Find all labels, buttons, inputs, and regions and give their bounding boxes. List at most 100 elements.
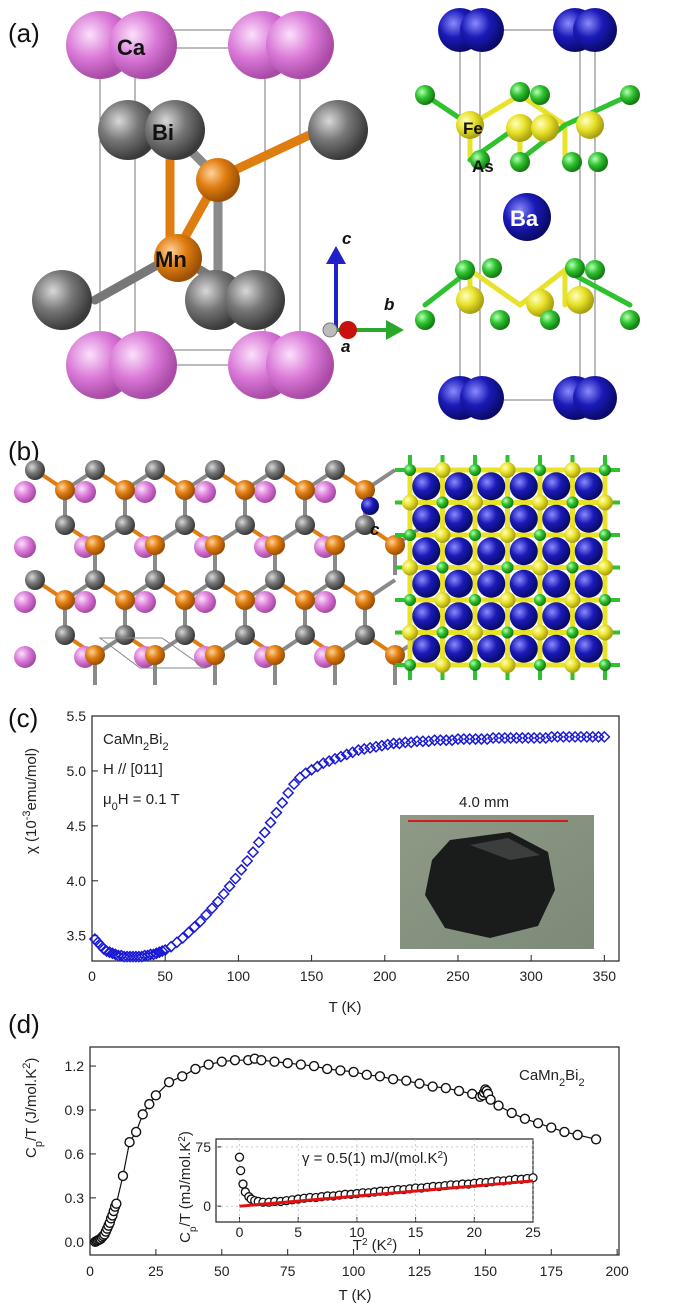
data-point-chi [446, 734, 459, 747]
field-value-label: μ0H = 0.1 T [103, 791, 180, 813]
ba-atom [574, 472, 603, 501]
data-point-cp [361, 1069, 372, 1081]
ca-atom [14, 646, 36, 668]
bi-atom [205, 570, 225, 590]
bi-atom [265, 570, 285, 590]
y-tick-label-c: 5.5 [67, 708, 87, 724]
specific-heat-data-points [90, 1053, 602, 1248]
data-point-cp [493, 1100, 504, 1111]
data-point-cp [130, 1126, 142, 1138]
y-tick-label-c: 5.0 [67, 763, 87, 779]
data-point-chi [229, 872, 242, 885]
data-point-cp [295, 1059, 307, 1070]
c-axis-dot [361, 497, 379, 515]
fe-atom [499, 592, 516, 608]
ca-atom [314, 591, 336, 613]
data-point-cp [532, 1117, 544, 1129]
y-tick-label-d: 0.6 [65, 1146, 85, 1162]
mn-atom [175, 480, 195, 500]
ba-atom [477, 472, 506, 501]
scale-bar-label: 4.0 mm [459, 794, 509, 811]
fe-atom [499, 657, 516, 673]
mn-atom [205, 645, 225, 665]
fe-atom [532, 624, 548, 641]
as-atom [599, 529, 611, 541]
x-tick-label-d: 150 [474, 1263, 498, 1279]
data-point-chi [217, 887, 230, 901]
inset-x-tick-label: 20 [467, 1224, 483, 1240]
fe-atom [564, 657, 581, 673]
as-atom [501, 496, 514, 509]
data-point-cp [572, 1129, 583, 1141]
data-point-cp [137, 1109, 148, 1120]
data-point-chi [328, 752, 342, 765]
x-tick-label-c: 50 [157, 968, 173, 984]
mn-atom [325, 535, 345, 555]
data-point-chi [200, 908, 213, 921]
x-tick-label-c: 350 [593, 968, 617, 984]
fe-atom [564, 527, 581, 543]
fe-atom [564, 592, 581, 608]
bafe2as2-top-view [395, 455, 620, 680]
as-atom [436, 626, 449, 639]
x-tick-label-c: 300 [519, 968, 543, 984]
data-point-cp [414, 1078, 425, 1089]
inset-x-tick-label: 10 [349, 1224, 365, 1240]
y-tick-label-c: 4.5 [67, 818, 87, 834]
data-point-chi [205, 902, 219, 915]
fe-atom [597, 624, 613, 641]
mn-atom [325, 645, 345, 665]
data-point-chi [258, 826, 271, 839]
data-point-cp [453, 1085, 465, 1097]
inset-ylabel: Cp/T (mJ/mol.K2) [177, 1131, 199, 1243]
mn-atom [295, 590, 315, 610]
ca-atom [14, 536, 36, 558]
bi-atom [295, 515, 315, 535]
ba-atom [574, 537, 603, 566]
panel-c-susceptibility: (c) 0 50 100 150 200 250 300 350 3.5 4.0 4.5 5.0 5.5… [8, 703, 620, 1016]
bi-atom [55, 515, 75, 535]
bi-atom [235, 625, 255, 645]
inset-data-points [234, 1152, 538, 1208]
atom-label-bi: Bi [152, 120, 174, 145]
data-point-cp [519, 1113, 531, 1124]
x-tick-label-d: 100 [342, 1263, 366, 1279]
fe-atom [532, 494, 548, 511]
bi-atom [55, 625, 75, 645]
ca-atom [134, 481, 156, 503]
camn2bi2-unit-cell: Ca Bi Mn [32, 11, 368, 399]
specific-heat-inset: 0 5 10 15 20 25 0 75 γ = 0.5(1) mJ/(mol.K2) Cp/… [177, 1131, 541, 1254]
as-atom [469, 659, 481, 671]
panel-letter-c: (c) [8, 703, 38, 733]
x-tick-label-d: 0 [86, 1263, 94, 1279]
ba-atom [574, 504, 603, 533]
data-point-chi [241, 854, 254, 868]
data-point-cp [269, 1056, 280, 1067]
ba-atom [412, 537, 441, 566]
x-tick-label-c: 250 [446, 968, 470, 984]
as-atom [599, 659, 611, 671]
mn-atom [295, 480, 315, 500]
data-point-cp [322, 1063, 333, 1075]
inset-data-point [234, 1152, 245, 1162]
ca-atom [14, 481, 36, 503]
ba-atom [477, 504, 506, 533]
data-point-chi [156, 945, 169, 958]
mn-atom [265, 535, 285, 555]
data-point-chi [188, 920, 201, 934]
y-tick-label-d: 0.9 [65, 1102, 85, 1118]
data-point-chi [176, 931, 189, 944]
y-tick-label-d: 1.2 [65, 1058, 85, 1074]
atom-label-fe: Fe [463, 119, 483, 138]
axes-triad: c b a [322, 229, 404, 356]
y-tick-label-d: 0.0 [65, 1234, 85, 1250]
mn-atom [175, 590, 195, 610]
mn-atom [55, 590, 75, 610]
data-point-chi [223, 880, 236, 893]
data-point-cp [590, 1134, 602, 1145]
as-atom [404, 659, 416, 671]
crystal-sample [425, 832, 555, 938]
ba-atom [477, 634, 506, 663]
inset-x-tick-label: 15 [408, 1224, 424, 1240]
